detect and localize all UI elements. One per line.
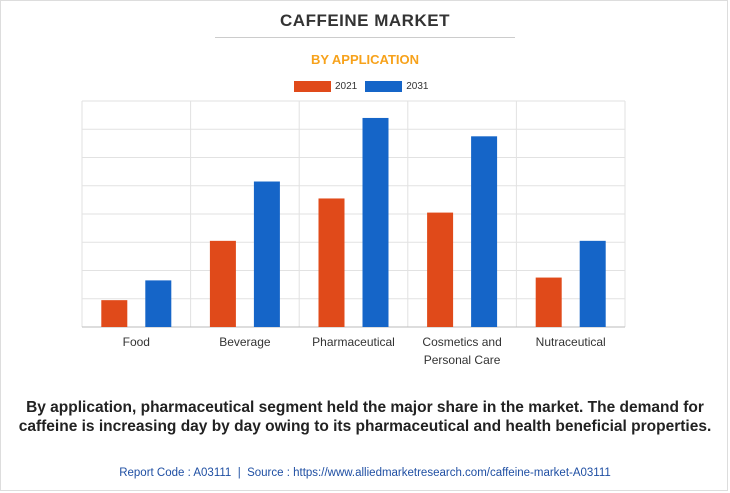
title-divider xyxy=(215,37,515,38)
bar-2031[interactable] xyxy=(579,240,606,327)
x-tick-label: Food xyxy=(123,335,150,349)
chart-title: CAFFEINE MARKET xyxy=(280,11,450,30)
footer-source: Report Code : A03111 | Source : https://… xyxy=(0,467,730,479)
bar-2031[interactable] xyxy=(471,136,498,327)
x-tick-label: Beverage xyxy=(219,335,271,349)
legend-swatch-2031 xyxy=(365,81,403,92)
bar-2031[interactable] xyxy=(253,181,280,327)
bar-2021[interactable] xyxy=(101,300,128,327)
chart-legend: 2021 2031 xyxy=(294,81,437,92)
bar-2031[interactable] xyxy=(362,117,389,327)
x-tick-label-line: Pharmaceutical xyxy=(312,335,395,349)
footer-separator: | xyxy=(237,467,241,479)
bar-2031[interactable] xyxy=(145,280,172,327)
bar-2021[interactable] xyxy=(427,212,454,327)
x-tick-label-line: Cosmetics and xyxy=(422,335,501,349)
report-code: Report Code : A03111 xyxy=(119,467,232,479)
bar-2021[interactable] xyxy=(209,240,236,327)
x-tick-label-line: Nutraceutical xyxy=(536,335,606,349)
x-tick-label: Cosmetics and Personal Care xyxy=(422,335,501,367)
chart-caption: By application, pharmaceutical segment h… xyxy=(18,399,712,435)
source-link[interactable]: Source : https://www.alliedmarketresearc… xyxy=(247,467,611,479)
x-tick-label-line: Personal Care xyxy=(424,353,501,367)
legend-item-2031[interactable]: 2031 xyxy=(365,81,429,92)
bar-2021[interactable] xyxy=(318,198,345,327)
bar-chart: Food Beverage Pharmaceutical Cosmetics and P… xyxy=(81,100,626,367)
x-tick-label: Nutraceutical xyxy=(536,335,606,349)
x-tick-label: Pharmaceutical xyxy=(312,335,395,349)
legend-item-2021[interactable]: 2021 xyxy=(294,81,357,92)
x-tick-label-line: Food xyxy=(123,335,150,349)
legend-swatch-2021 xyxy=(294,81,331,92)
legend-label-2031: 2031 xyxy=(406,81,429,92)
x-tick-label-line: Beverage xyxy=(219,335,271,349)
legend-label-2021: 2021 xyxy=(335,81,358,92)
bar-2021[interactable] xyxy=(535,277,562,327)
chart-subtitle: BY APPLICATION xyxy=(310,52,420,67)
